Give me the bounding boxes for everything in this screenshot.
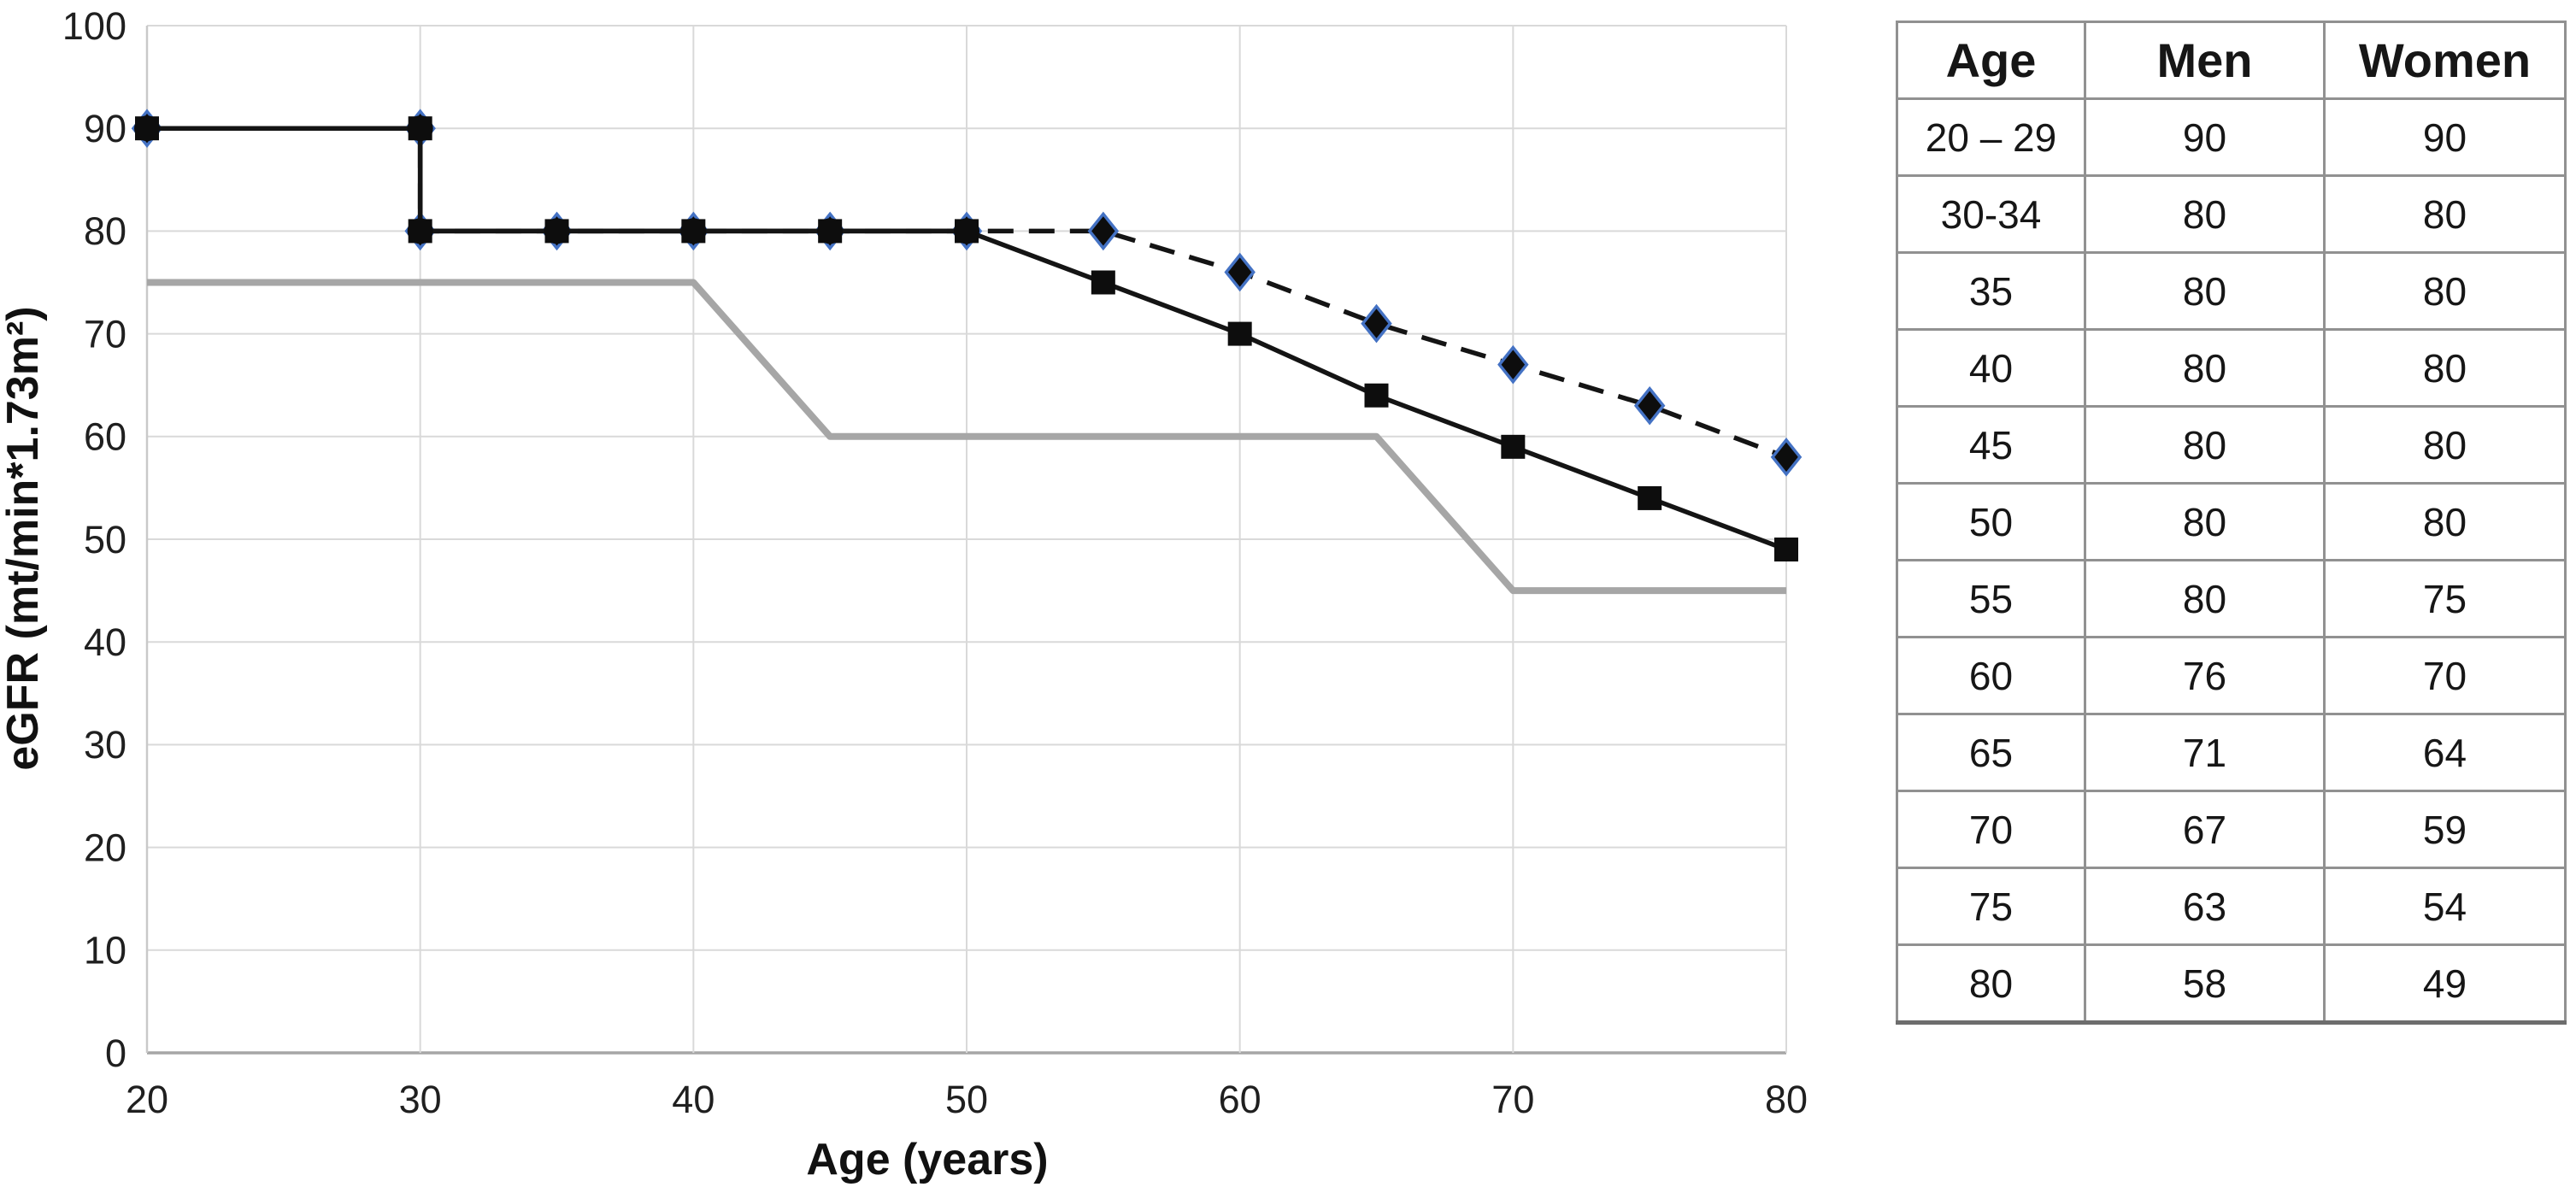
x-tick-label: 20 [126,1078,168,1121]
square-marker [1638,485,1662,510]
table-cell: 60 [1896,636,2086,715]
table-row: 55 80 75 [1896,559,2567,638]
table-row: 35 80 80 [1896,251,2567,331]
x-axis-title: Age (years) [806,1135,1048,1184]
y-tick-label: 30 [84,723,126,767]
table-row: 65 71 64 [1896,713,2567,792]
x-tick-label: 40 [672,1078,715,1121]
table-cell: 40 [1896,328,2086,408]
table-cell: 71 [2084,713,2326,792]
table-row: 45 80 80 [1896,405,2567,485]
diamond-marker [1224,252,1256,292]
y-tick-label: 50 [84,518,126,561]
square-marker [1364,383,1389,408]
circle-marker [407,218,433,244]
table-cell: 49 [2323,943,2567,1025]
table-cell: 70 [1896,790,2086,869]
table-row: 50 80 80 [1896,482,2567,561]
table-cell: 20 – 29 [1896,97,2086,177]
table-cell: 70 [2323,636,2567,715]
table-cell: 35 [1896,251,2086,331]
diamond-marker [1361,303,1392,344]
table-cell: 45 [1896,405,2086,485]
series-line-reference-threshold [147,279,1786,595]
y-tick-label: 20 [84,826,126,869]
diamond-marker [1770,438,1803,477]
table-body: 20 – 29 90 90 30-34 80 80 35 80 80 40 80 80 45 80 80 50… [1896,97,2567,1025]
table-cell: 80 [2084,405,2326,485]
table-cell: 80 [2084,482,2326,561]
table-row: 75 63 54 [1896,867,2567,946]
table-cell: 90 [2323,97,2567,177]
y-tick-label: 70 [84,312,126,356]
table-cell: 80 [2084,328,2326,408]
square-marker [1774,538,1798,562]
y-tick-label: 80 [84,209,126,253]
diamond-marker [1633,385,1666,426]
table-row: 40 80 80 [1896,328,2567,408]
x-tick-label: 60 [1219,1078,1262,1121]
table-row: 80 58 49 [1896,943,2567,1025]
y-tick-label: 40 [84,620,126,664]
table-cell: 80 [1896,943,2086,1025]
table-cell: 54 [2323,867,2567,946]
square-marker [1501,434,1526,459]
table-header-cell: Women [2323,21,2567,100]
table-header-cell: Men [2084,21,2326,100]
y-tick-label: 0 [105,1031,126,1075]
circle-marker [134,115,160,142]
circle-marker [680,218,707,244]
table-cell: 58 [2084,943,2326,1025]
y-tick-label: 100 [62,4,126,48]
chart-svg: 0 10 20 30 40 50 60 70 80 90 100 20 30 40 50 60 70 80 eGFR… [0,4,1808,1184]
table-header: Age Men Women [1896,21,2567,100]
y-tick-label: 10 [84,929,126,973]
table-cell: 80 [2323,405,2567,485]
table-row: 70 67 59 [1896,790,2567,869]
table-cell: 65 [1896,713,2086,792]
reference-table-container: Age Men Women 20 – 29 90 90 30-34 80 80 35 80 80 40… [1896,21,2567,1025]
table-cell: 90 [2084,97,2326,177]
y-tick-label: 90 [84,107,126,150]
table-cell: 30-34 [1896,174,2086,254]
table-cell: 75 [1896,867,2086,946]
table-cell: 80 [2323,251,2567,331]
y-axis-title: eGFR (mt/min*1.73m²) [0,306,48,770]
table-cell: 80 [2323,482,2567,561]
egfr-table: Age Men Women 20 – 29 90 90 30-34 80 80 35 80 80 40… [1896,21,2567,1025]
circle-marker [954,218,979,244]
diamond-marker [1497,344,1529,385]
table-row: 30-34 80 80 [1896,174,2567,254]
circle-marker [407,115,433,142]
table-cell: 80 [2323,174,2567,254]
diamond-marker [1087,211,1120,251]
table-cell: 80 [2084,174,2326,254]
table-cell: 80 [2084,559,2326,638]
circle-marker [817,218,844,244]
x-tick-label: 50 [945,1078,988,1121]
x-tick-label: 80 [1765,1078,1808,1121]
x-tick-label: 70 [1491,1078,1534,1121]
table-cell: 67 [2084,790,2326,869]
table-cell: 50 [1896,482,2086,561]
table-cell: 80 [2084,251,2326,331]
table-header-row: Age Men Women [1896,21,2567,100]
x-tick-label: 30 [399,1078,442,1121]
table-header-cell: Age [1896,21,2086,100]
circle-marker [544,218,570,244]
table-cell: 63 [2084,867,2326,946]
table-row: 60 76 70 [1896,636,2567,715]
y-tick-label: 60 [84,415,126,459]
table-cell: 75 [2323,559,2567,638]
table-cell: 59 [2323,790,2567,869]
square-marker [1091,270,1115,295]
table-cell: 55 [1896,559,2086,638]
table-cell: 76 [2084,636,2326,715]
table-row: 20 – 29 90 90 [1896,97,2567,177]
table-cell: 64 [2323,713,2567,792]
square-marker [1227,321,1252,346]
table-cell: 80 [2323,328,2567,408]
